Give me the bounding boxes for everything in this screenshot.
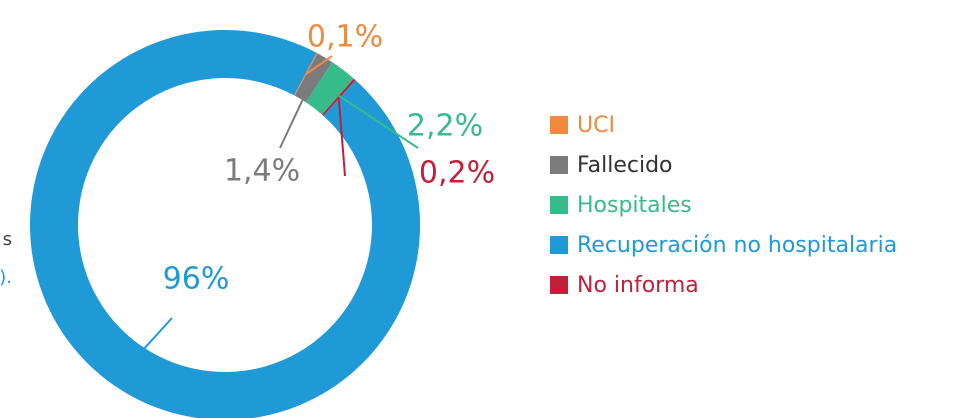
legend-label: Recuperación no hospitalaria [577,233,897,258]
data-label: 0,2% [419,156,495,191]
side-text: s [3,229,12,250]
data-label: 1,4% [224,154,300,189]
side-text: 3). [0,267,12,288]
leader-line [328,88,419,149]
leader-line [118,317,173,378]
donut-segment [305,62,354,115]
legend-swatch [550,156,568,174]
legend-label: No informa [577,273,699,298]
legend-swatch [550,276,568,294]
legend-label: UCI [577,113,615,138]
legend-label: Hospitales [577,193,692,218]
donut-segment [30,30,420,418]
data-label: 0,1% [307,20,383,55]
data-label: 96% [163,262,230,297]
leader-line [337,97,346,177]
legend-swatch [550,116,568,134]
donut-segment [294,53,333,103]
leader-line [305,55,333,76]
legend-swatch [550,196,568,214]
data-label: 2,2% [407,109,483,144]
legend-swatch [550,236,568,254]
leader-line [279,77,314,149]
legend-label: Fallecido [577,153,673,178]
donut-segment [322,78,356,116]
